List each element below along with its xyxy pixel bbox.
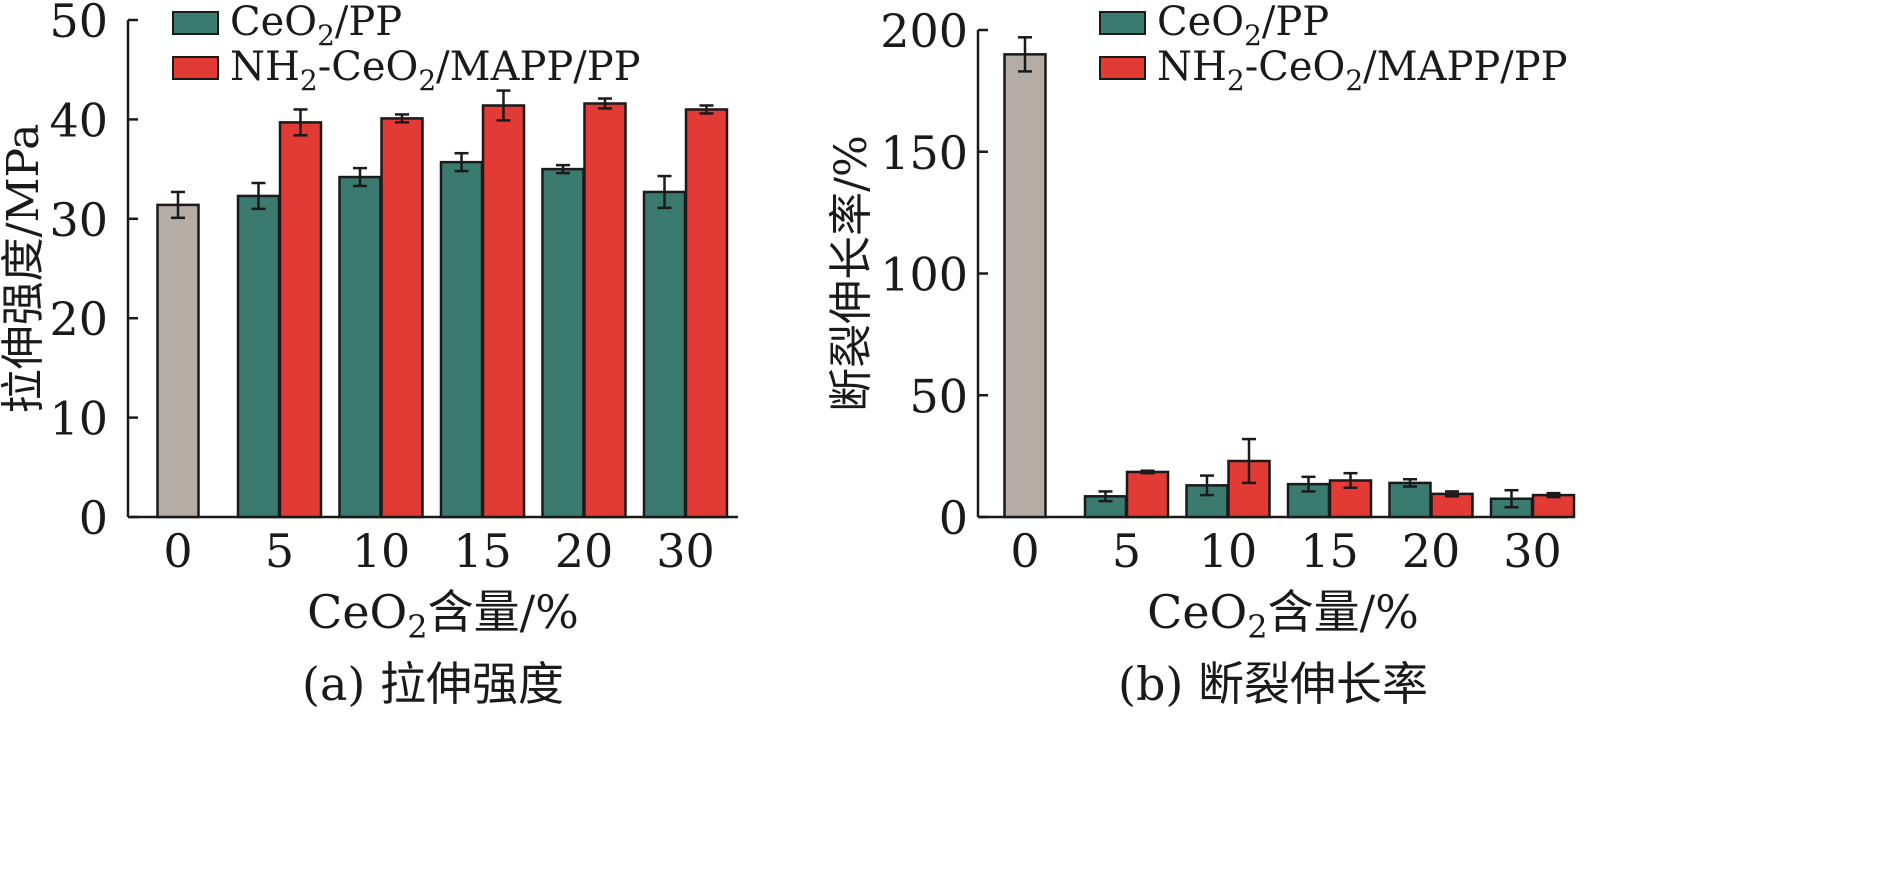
bar-ceo2-pp [541, 167, 585, 519]
legend-swatch [172, 56, 219, 80]
legend-label: CeO2​/PP [1157, 0, 1329, 52]
bar-ceo2-pp [1388, 481, 1432, 519]
y-tick-label: 200 [880, 4, 968, 58]
y-tick-label: 30 [49, 193, 108, 247]
bar-nh2-ceo2-mapp-pp [583, 102, 627, 519]
x-tick-label: 15 [1300, 524, 1359, 578]
bar-ceo2-pp [439, 160, 484, 519]
bar-nh2-ceo2-mapp-pp [481, 104, 526, 519]
x-tick-label: 0 [1010, 524, 1039, 578]
bar-nh2-ceo2-mapp-pp [684, 108, 729, 519]
legend-swatch [172, 11, 219, 35]
x-tick-label: 30 [1503, 524, 1562, 578]
bar-nh2-ceo2-mapp-pp [380, 117, 424, 519]
y-tick-label: 50 [909, 369, 968, 423]
x-axis-label: CeO2​含量/% [1147, 585, 1419, 646]
y-tick-label: 40 [49, 93, 108, 147]
x-tick-label: 5 [265, 524, 294, 578]
chart-panel-a: 0 10 20 30 40 50 0 5 10 15 20 30 CeO2​/PPNH2​-CeO2​/… [0, 0, 738, 711]
x-axis-label: CeO2​含量/% [307, 585, 579, 646]
y-tick-label: 0 [79, 491, 108, 545]
chart-panel-b: 0 50 100 150 200 0 5 10 15 20 30 CeO2​/PPNH2​-CeO2​… [826, 0, 1576, 711]
y-tick-label: 100 [880, 248, 968, 302]
y-tick-label: 0 [939, 491, 968, 545]
panel-caption: (b) 断裂伸长率 [1118, 657, 1428, 711]
y-tick-label: 10 [49, 392, 108, 446]
legend-label: NH2​-CeO2​/MAPP/PP [230, 44, 641, 97]
y-tick-label: 150 [880, 126, 968, 180]
bar-ceo2-pp [642, 190, 687, 519]
bar-nh2-ceo2-mapp-pp [278, 121, 323, 519]
x-tick-label: 10 [1199, 524, 1258, 578]
x-tick-label: 30 [656, 524, 715, 578]
x-tick-label: 10 [352, 524, 411, 578]
legend-label: NH2​-CeO2​/MAPP/PP [1157, 44, 1568, 97]
y-tick-label: 20 [49, 292, 108, 346]
legend-label: CeO2​/PP [230, 0, 402, 52]
bar-ceo2-pp [236, 194, 281, 519]
y-tick-label: 50 [49, 0, 108, 48]
y-axis-label: 断裂伸长率/% [826, 135, 877, 412]
bar-baseline [156, 203, 200, 519]
x-tick-label: 0 [163, 524, 192, 578]
legend-swatch [1099, 11, 1146, 35]
x-tick-label: 5 [1112, 524, 1141, 578]
panel-caption: (a) 拉伸强度 [302, 657, 564, 711]
bar-nh2-ceo2-mapp-pp [1531, 493, 1576, 519]
x-tick-label: 20 [555, 524, 614, 578]
bar-baseline [1003, 53, 1047, 519]
legend-swatch [1099, 56, 1146, 80]
x-tick-label: 20 [1402, 524, 1461, 578]
bar-ceo2-pp [338, 175, 382, 519]
bar-nh2-ceo2-mapp-pp [1125, 470, 1170, 519]
x-tick-label: 15 [453, 524, 512, 578]
y-axis-label: 拉伸强度/MPa [0, 124, 49, 414]
